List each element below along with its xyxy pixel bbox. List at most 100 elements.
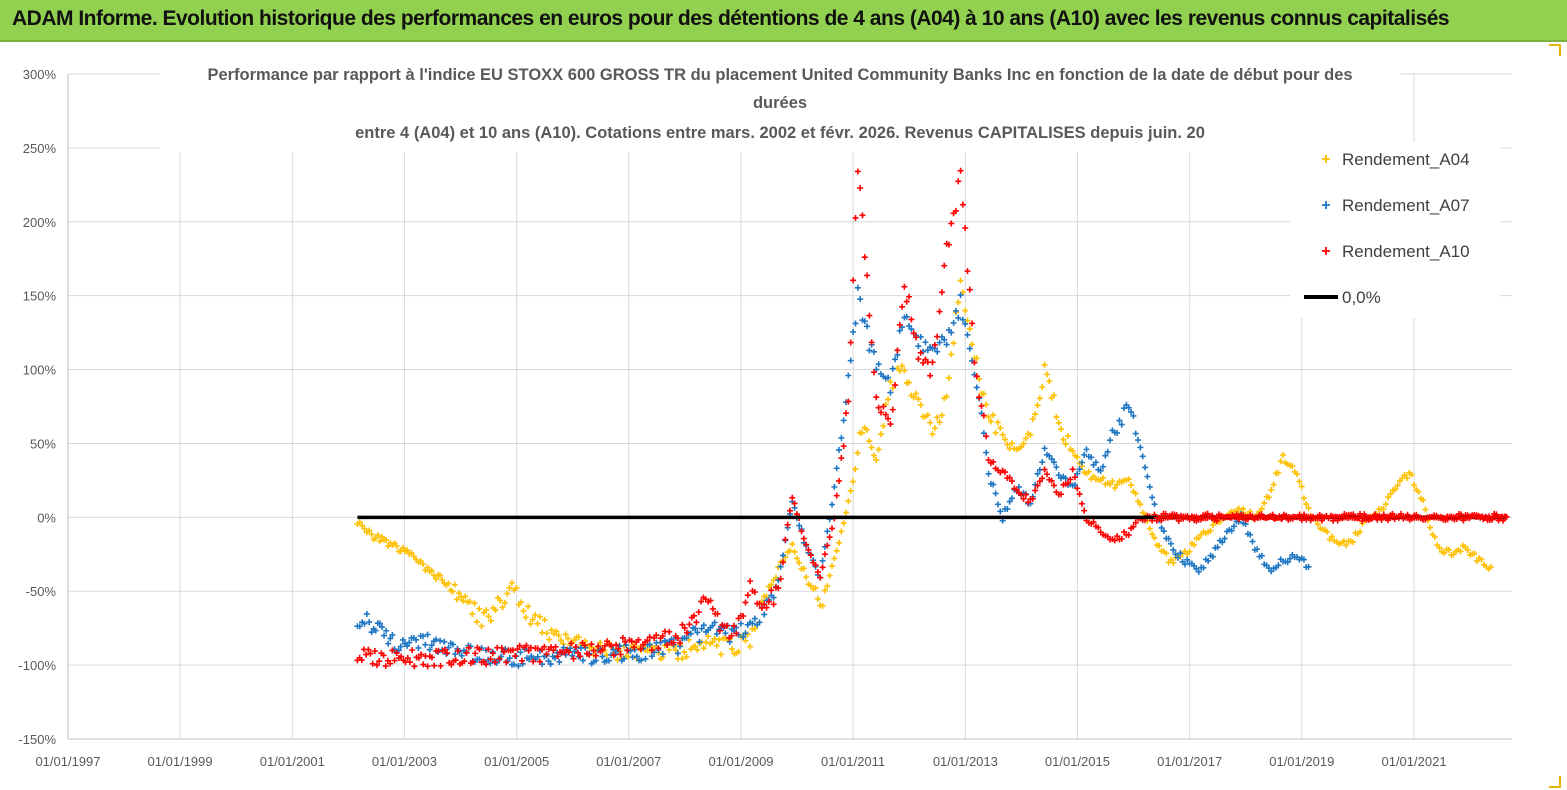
data-point-marker (543, 630, 550, 637)
data-point-marker (819, 557, 826, 564)
data-point-marker (1392, 486, 1399, 493)
x-tick-label: 01/01/2001 (260, 754, 325, 769)
data-point-marker (534, 645, 541, 652)
data-point-marker (964, 317, 971, 324)
data-point-marker (880, 403, 887, 410)
data-point-marker (1114, 481, 1121, 488)
data-point-marker (985, 470, 992, 477)
data-point-marker (934, 348, 941, 355)
data-point-marker (410, 553, 417, 560)
data-point-marker (367, 650, 374, 657)
data-point-marker (1130, 523, 1137, 530)
data-point-marker (437, 662, 444, 669)
data-point-marker (1006, 474, 1013, 481)
data-point-marker (404, 642, 411, 649)
data-point-marker (1065, 480, 1072, 487)
data-point-marker (1032, 487, 1039, 494)
data-point-marker (1221, 535, 1228, 542)
data-point-marker (999, 431, 1006, 438)
data-point-marker (681, 625, 688, 632)
data-point-marker (896, 327, 903, 334)
data-point-marker (1109, 478, 1116, 485)
data-point-marker (359, 522, 366, 529)
data-point-marker (1487, 563, 1494, 570)
data-point-marker (356, 623, 363, 630)
data-point-marker (945, 374, 952, 381)
data-point-marker (973, 384, 980, 391)
data-point-marker (955, 314, 962, 321)
data-point-marker (829, 563, 836, 570)
data-point-marker (374, 662, 381, 669)
data-point-marker (892, 356, 899, 363)
data-point-marker (686, 621, 693, 628)
data-point-marker (615, 645, 622, 652)
data-point-marker (870, 369, 877, 376)
data-point-marker (1071, 474, 1078, 481)
data-point-marker (1043, 371, 1050, 378)
data-point-marker (749, 620, 756, 627)
data-point-marker (1137, 501, 1144, 508)
legend-swatch-marker (1322, 155, 1330, 163)
data-point-marker (836, 477, 843, 484)
data-point-marker (786, 507, 793, 514)
data-point-marker (915, 396, 922, 403)
data-point-marker (500, 648, 507, 655)
data-point-marker (679, 621, 686, 628)
data-point-marker (642, 655, 649, 662)
data-point-marker (580, 657, 587, 664)
data-point-marker (927, 372, 934, 379)
data-point-marker (768, 587, 775, 594)
data-point-marker (1083, 446, 1090, 453)
data-point-marker (575, 634, 582, 641)
data-point-marker (1200, 564, 1207, 571)
data-point-marker (617, 651, 624, 658)
data-point-marker (1055, 472, 1062, 479)
data-point-marker (487, 656, 494, 663)
data-point-marker (1289, 463, 1296, 470)
data-point-marker (711, 619, 718, 626)
data-point-marker (1403, 475, 1410, 482)
data-point-marker (715, 636, 722, 643)
data-point-marker (404, 547, 411, 554)
data-point-marker (1074, 485, 1081, 492)
data-point-marker (1025, 499, 1032, 506)
data-point-marker (378, 624, 385, 631)
legend-swatch-marker (1322, 247, 1330, 255)
x-tick-label: 01/01/2007 (596, 754, 661, 769)
data-point-marker (1065, 432, 1072, 439)
data-point-marker (588, 641, 595, 648)
data-point-marker (1258, 505, 1265, 512)
data-point-marker (1076, 466, 1083, 473)
data-point-marker (619, 634, 626, 641)
data-point-marker (525, 603, 532, 610)
data-point-marker (683, 634, 690, 641)
data-point-marker (646, 634, 653, 641)
data-point-marker (870, 452, 877, 459)
data-point-marker (857, 296, 864, 303)
data-point-marker (536, 613, 543, 620)
data-point-marker (838, 455, 845, 462)
data-point-marker (1167, 540, 1174, 547)
x-tick-label: 01/01/2019 (1269, 754, 1334, 769)
data-point-marker (854, 284, 861, 291)
data-point-marker (836, 539, 843, 546)
data-point-marker (875, 404, 882, 411)
data-point-marker (1013, 486, 1020, 493)
data-point-marker (445, 580, 452, 587)
data-point-marker (957, 292, 964, 299)
y-tick-label: -150% (18, 732, 56, 747)
data-point-marker (735, 648, 742, 655)
data-point-marker (1139, 453, 1146, 460)
data-point-marker (432, 636, 439, 643)
data-point-marker (1092, 459, 1099, 466)
data-point-marker (411, 663, 418, 670)
data-point-marker (824, 542, 831, 549)
y-tick-label: -50% (26, 584, 57, 599)
data-point-marker (1132, 490, 1139, 497)
data-point-marker (1111, 537, 1118, 544)
data-point-marker (1275, 562, 1282, 569)
data-point-marker (1464, 546, 1471, 553)
data-point-marker (1041, 466, 1048, 473)
data-point-marker (449, 588, 456, 595)
data-point-marker (878, 431, 885, 438)
